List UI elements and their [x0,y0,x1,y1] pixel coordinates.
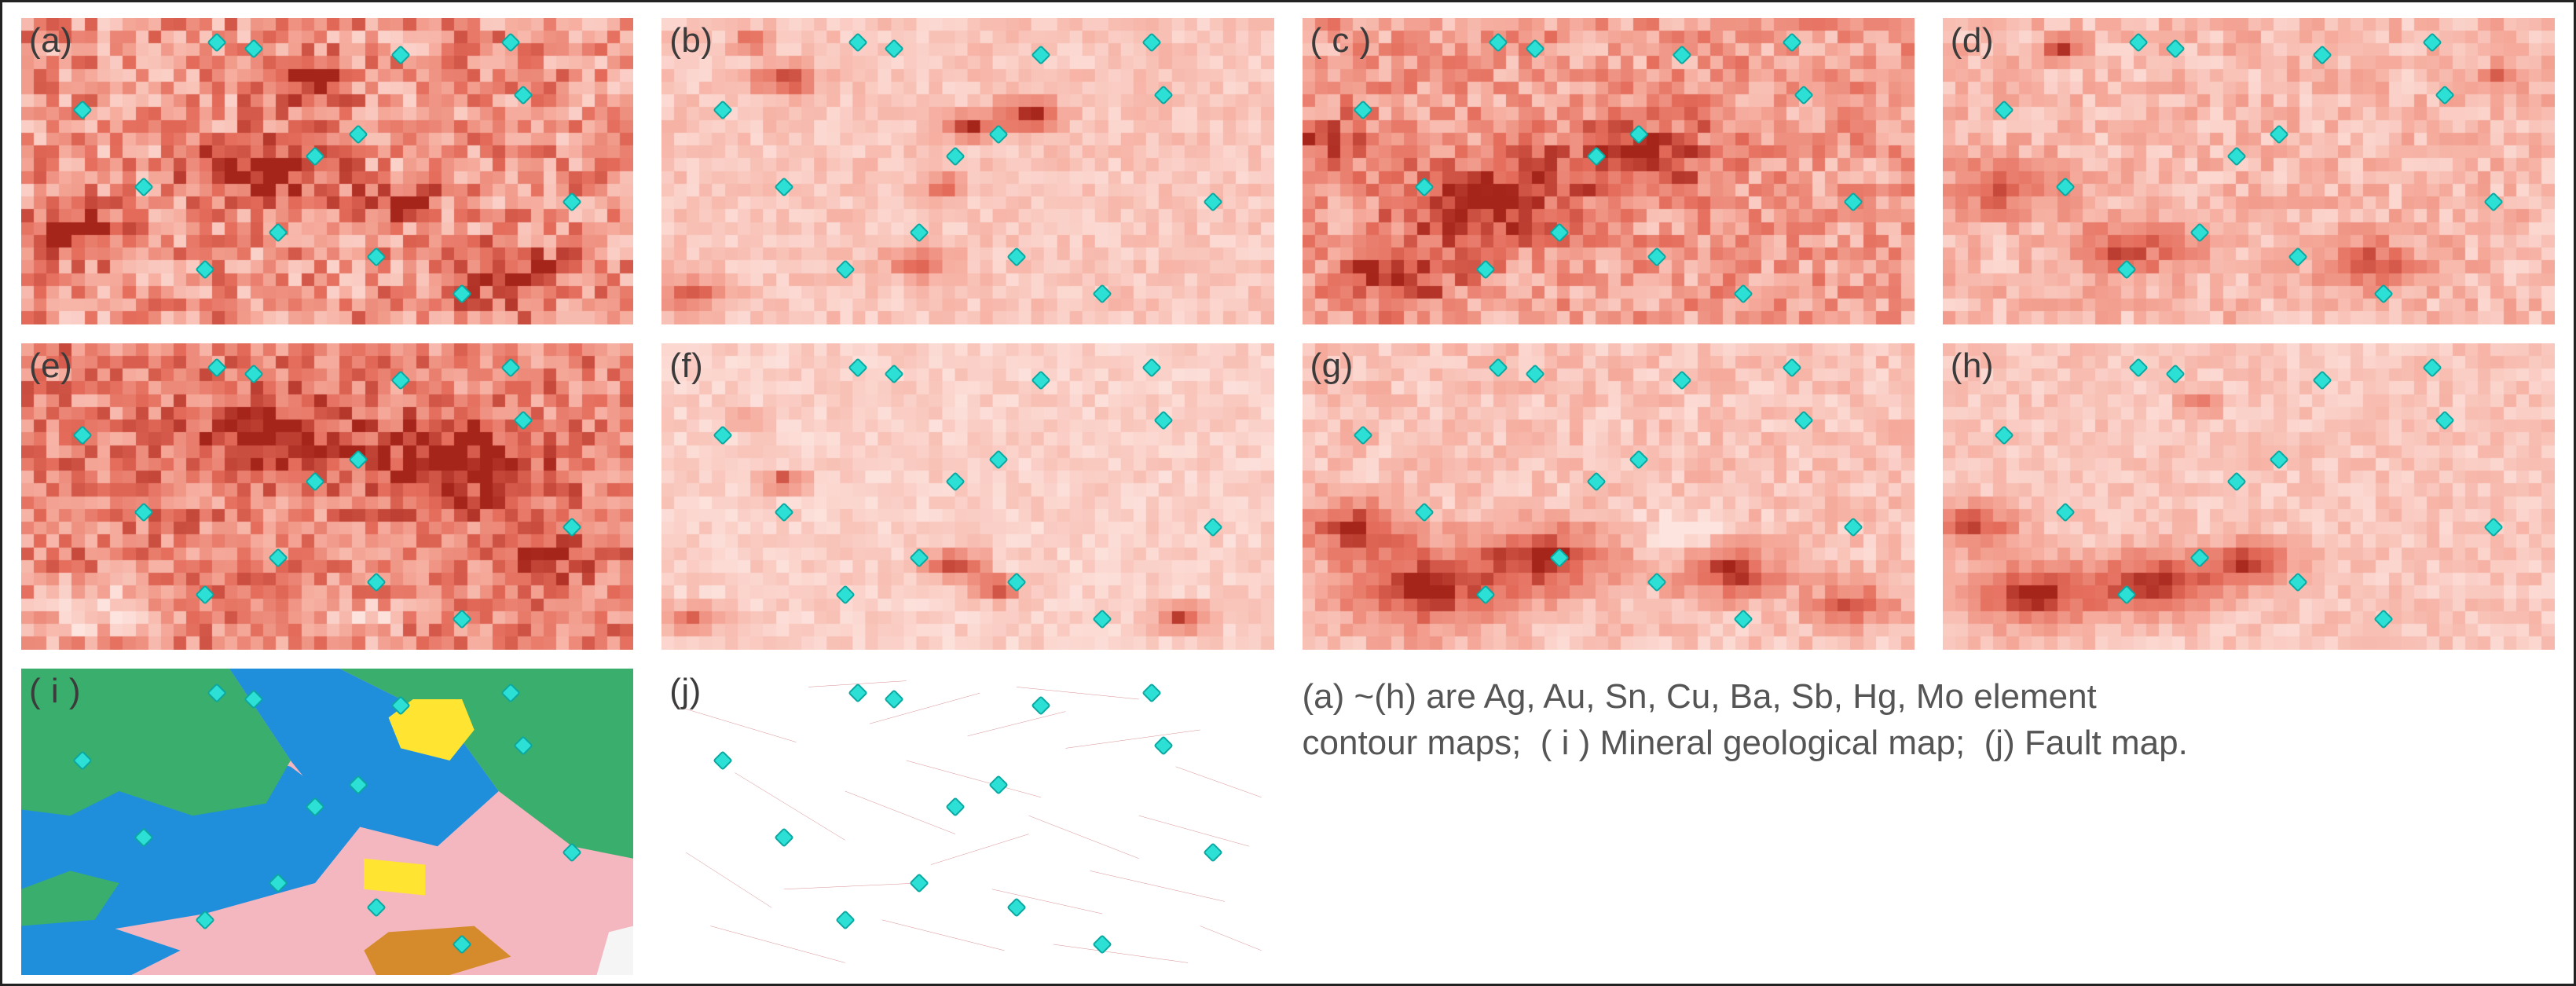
heatmap-c [1303,18,1915,324]
panel-label-f: (f) [669,346,703,386]
heatmap-g [1303,343,1915,650]
panel-label-d: (d) [1951,21,1994,60]
panel-a: (a) [21,18,633,324]
heatmap-a [21,18,633,324]
fault-map-bg [661,669,1273,975]
caption-line-2: contour maps; ( i ) Mineral geological m… [1303,720,2556,766]
panel-label-h: (h) [1951,346,1994,386]
panel-label-c: ( c ) [1310,21,1372,60]
heatmap-h [1943,343,2555,650]
heatmap-f [661,343,1273,650]
panel-h: (h) [1943,343,2555,650]
panel-i: ( i ) [21,669,633,975]
panel-b: (b) [661,18,1273,324]
panel-label-a: (a) [29,21,72,60]
panel-f: (f) [661,343,1273,650]
geological-map-svg [21,669,633,975]
panel-label-i: ( i ) [29,672,81,711]
panel-label-g: (g) [1310,346,1354,386]
panel-e: (e) [21,343,633,650]
figure-frame: (a) (b) ( c ) (d) (e) (f) [0,0,2576,986]
panel-g: (g) [1303,343,1915,650]
fault-map-svg [661,669,1273,975]
caption-line-1: (a) ~(h) are Ag, Au, Sn, Cu, Ba, Sb, Hg,… [1303,673,2556,720]
panel-d: (d) [1943,18,2555,324]
panel-label-e: (e) [29,346,72,386]
heatmap-e [21,343,633,650]
caption-cell: (a) ~(h) are Ag, Au, Sn, Cu, Ba, Sb, Hg,… [1303,669,2556,975]
panel-c: ( c ) [1303,18,1915,324]
panel-label-j: (j) [669,672,702,711]
panel-j: (j) [661,669,1273,975]
geological-unit [364,859,425,896]
panel-label-b: (b) [669,21,713,60]
panel-grid: (a) (b) ( c ) (d) (e) (f) [21,18,2555,965]
heatmap-b [661,18,1273,324]
heatmap-d [1943,18,2555,324]
